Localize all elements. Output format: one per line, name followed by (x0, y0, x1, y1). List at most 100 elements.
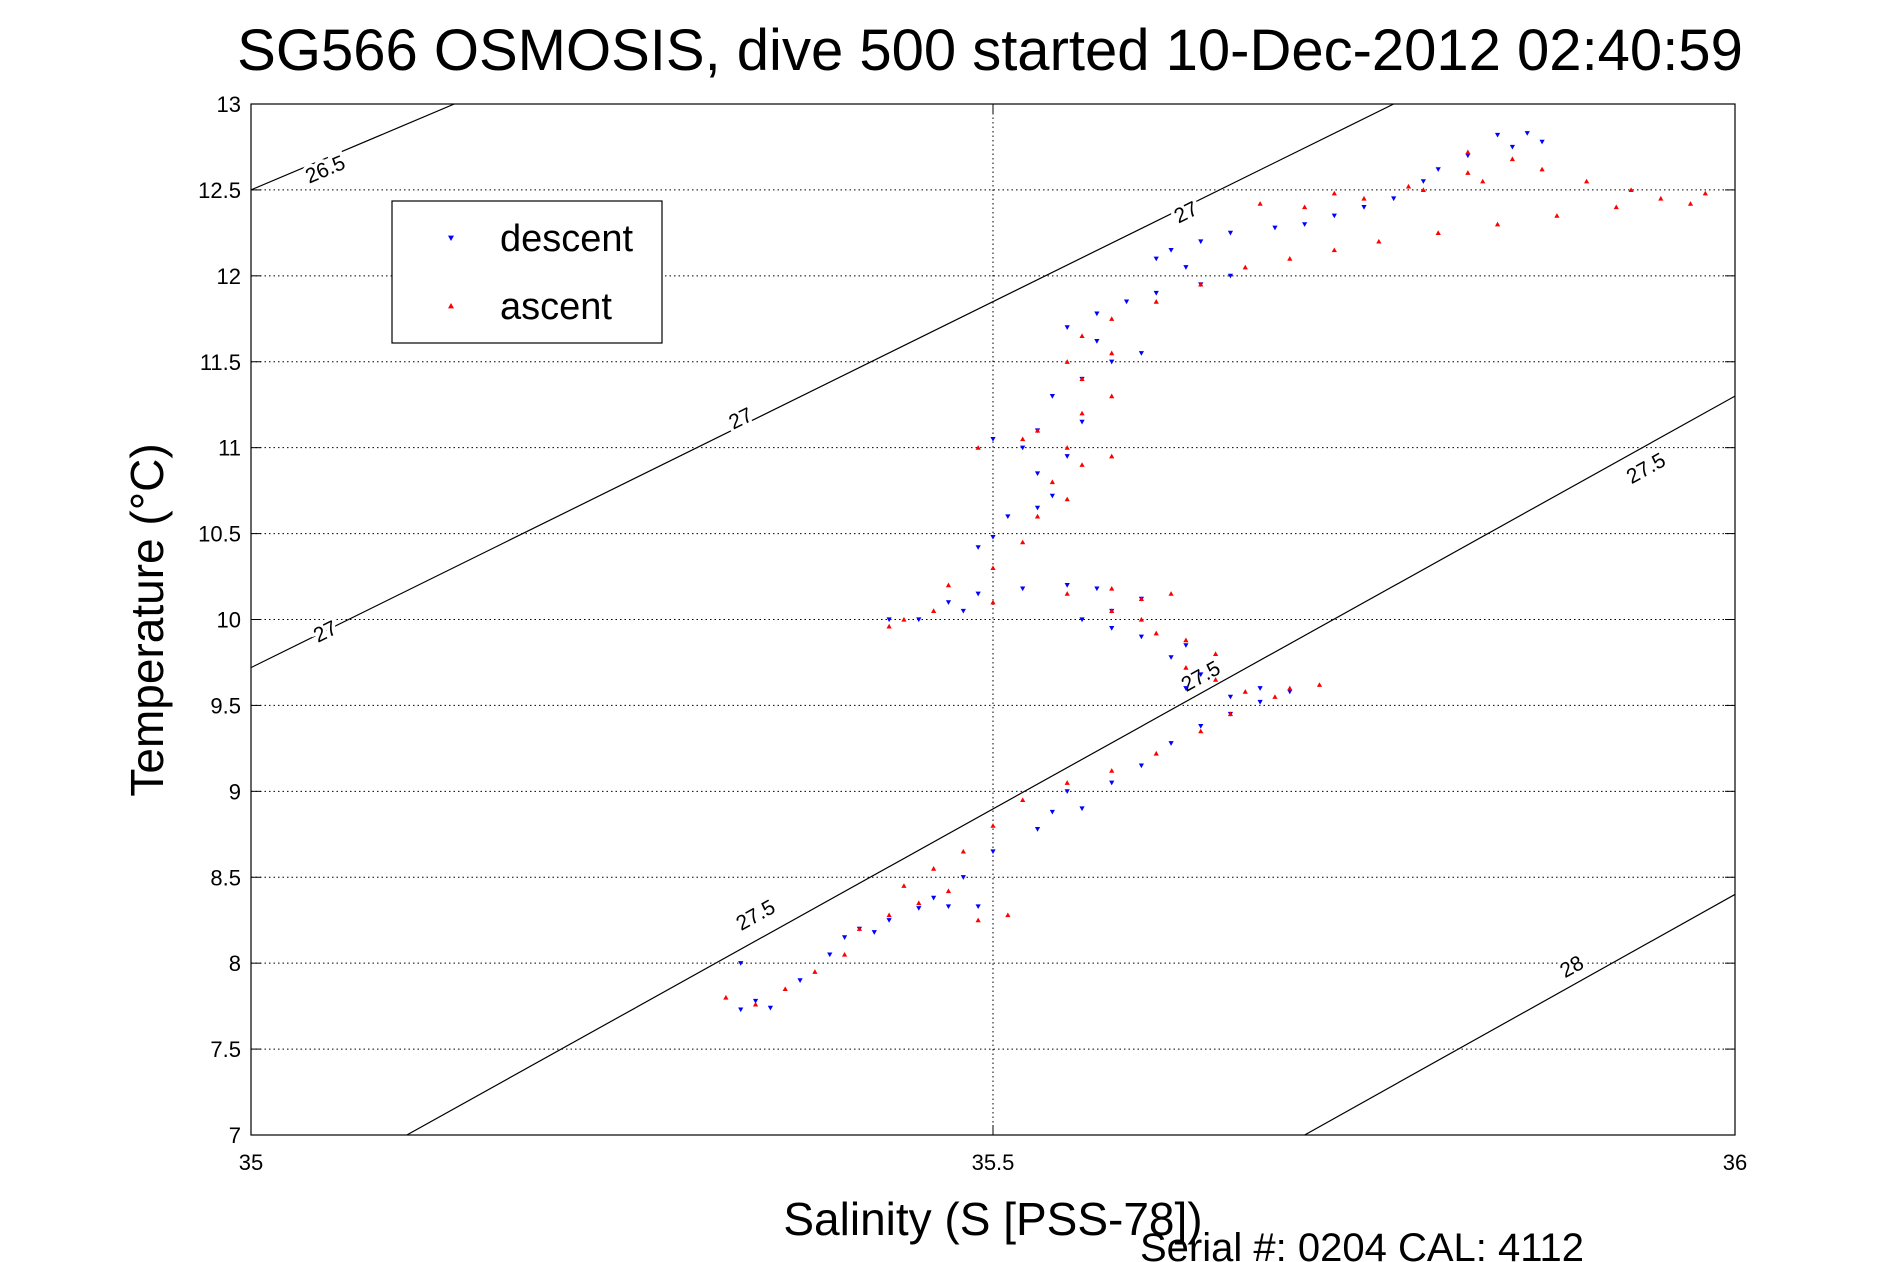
chart-title: SG566 OSMOSIS, dive 500 started 10-Dec-2… (237, 18, 1743, 83)
descent-point (1168, 741, 1174, 746)
descent-point (1257, 686, 1263, 691)
ascent-point (1465, 170, 1471, 175)
ascent-point (1020, 436, 1026, 442)
ascent-point (1376, 238, 1382, 244)
descent-point (1123, 299, 1130, 305)
y-axis-label: Temperature (°C) (121, 443, 173, 796)
descent-point (1005, 514, 1011, 519)
x-axis: 35 35.5 36 (239, 104, 1747, 1175)
ascent-point (1316, 682, 1323, 687)
ascent-point (1049, 479, 1055, 485)
ascent-point (1034, 513, 1041, 519)
ascent-point (1213, 677, 1219, 682)
descent-point (1524, 131, 1530, 136)
descent-point (1227, 694, 1234, 700)
ascent-point (1109, 393, 1115, 399)
x-tick-label: 36 (1723, 1150, 1747, 1175)
descent-point (886, 617, 892, 623)
ascent-point (782, 986, 788, 992)
descent-point (842, 935, 848, 940)
ascent-point (812, 969, 818, 974)
ascent-point (1331, 247, 1337, 253)
ascent-point (886, 912, 892, 918)
ascent-point (1658, 195, 1664, 201)
y-tick-label: 10.5 (198, 522, 241, 547)
ascent-point (1302, 204, 1308, 210)
y-tick-label: 8 (229, 951, 241, 976)
ascent-point (1079, 462, 1085, 467)
ascent-point (1109, 608, 1115, 613)
ascent-point (901, 883, 907, 888)
descent-point (1079, 419, 1085, 425)
legend: descent ascent (391, 200, 663, 344)
descent-point (1183, 265, 1189, 270)
data-series (723, 131, 1708, 1013)
descent-point (1109, 359, 1115, 365)
descent-point (1198, 723, 1204, 729)
ascent-point (1687, 201, 1694, 206)
ascent-point (1272, 694, 1278, 699)
y-tick-label: 9 (229, 779, 241, 804)
descent-point (886, 918, 892, 923)
descent-point (945, 904, 952, 910)
ascent-point (1539, 166, 1545, 172)
ascent-point (1198, 728, 1204, 734)
ascent-point (1420, 187, 1426, 192)
y-tick-label: 11.5 (200, 350, 241, 375)
descent-point (1094, 586, 1100, 592)
ascent-point (1242, 689, 1248, 694)
descent-point (1465, 153, 1471, 159)
descent-point (1227, 273, 1234, 279)
ascent-point (842, 951, 848, 957)
ascent-point (1494, 221, 1501, 227)
ascent-point (1153, 750, 1159, 756)
descent-point (975, 545, 981, 550)
descent-point (1034, 505, 1041, 511)
descent-point (1539, 139, 1545, 145)
descent-point (1168, 655, 1174, 660)
ascent-point (1435, 230, 1441, 235)
y-tick-label: 9.5 (210, 693, 241, 718)
descent-point (1064, 789, 1070, 794)
ascent-point (1020, 539, 1026, 545)
descent-point (1049, 809, 1055, 815)
ascent-point (1465, 149, 1471, 155)
ascent-point (1242, 264, 1248, 270)
ascent-point (901, 616, 907, 622)
ascent-point (1287, 256, 1293, 261)
descent-point (960, 875, 966, 880)
ascent-point (960, 848, 966, 854)
ascent-point (1361, 195, 1367, 201)
y-tick-label: 10 (217, 608, 241, 633)
descent-point (1034, 827, 1041, 832)
ascent-point (1628, 187, 1634, 192)
contour-label: 26.5 (302, 151, 349, 188)
y-tick-label: 12.5 (198, 178, 241, 203)
descent-series (738, 131, 1545, 1013)
density-contour-28 (1304, 893, 1735, 1135)
ascent-point (1584, 178, 1590, 184)
ascent-point (990, 565, 996, 571)
ascent-point (1227, 711, 1234, 717)
descent-point (1509, 144, 1515, 150)
x-axis-label: Salinity (S [PSS-78]) (783, 1193, 1202, 1245)
ascent-point (916, 900, 922, 906)
descent-point (1361, 205, 1367, 210)
descent-point (916, 906, 922, 911)
ascent-point (1509, 156, 1515, 162)
legend-box (391, 200, 663, 344)
y-tick-label: 12 (217, 264, 241, 289)
ascent-point (1153, 299, 1159, 304)
ascent-point (1064, 591, 1070, 596)
descent-point (1109, 626, 1115, 631)
x-tick-label: 35 (239, 1150, 263, 1175)
ascent-point (1257, 201, 1263, 206)
ascent-point (1613, 204, 1619, 210)
y-axis: 7 7.5 8 8.5 9 9.5 10 10.5 11 11.5 12 12.5 13 (198, 92, 1735, 1148)
descent-point (975, 904, 981, 910)
ascent-point (1079, 333, 1085, 339)
ascent-point (990, 599, 996, 605)
descent-point (1138, 763, 1144, 769)
descent-point (1153, 290, 1159, 296)
